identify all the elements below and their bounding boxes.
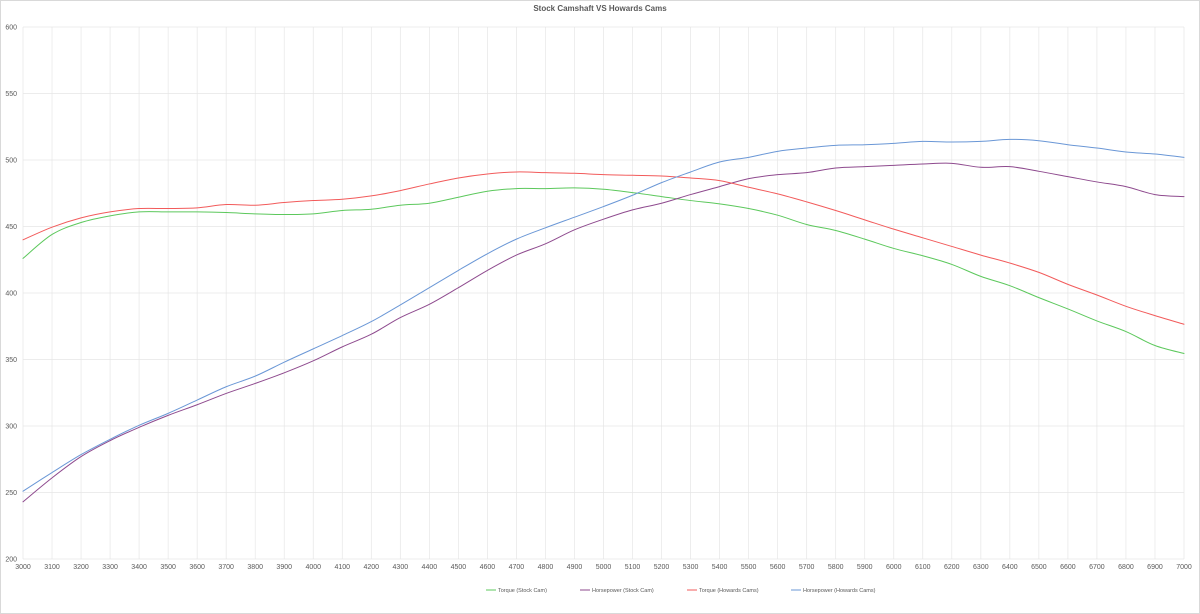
legend-item: Torque (Howards Cams) <box>687 588 759 594</box>
x-tick-label: 5300 <box>683 564 699 571</box>
y-tick-label: 300 <box>5 424 17 431</box>
x-tick-label: 6600 <box>1060 564 1076 571</box>
x-axis-ticks: 3000 3100 3200 3300 3400 3500 3600 3700 3800 3900… <box>15 564 1192 571</box>
x-tick-label: 6000 <box>886 564 902 571</box>
x-tick-label: 6900 <box>1147 564 1163 571</box>
legend-label: Torque (Stock Cam) <box>498 588 547 594</box>
x-tick-label: 6500 <box>1031 564 1047 571</box>
y-tick-label: 500 <box>5 158 17 165</box>
x-tick-label: 3000 <box>15 564 31 571</box>
grid <box>22 26 1185 560</box>
x-tick-label: 4200 <box>364 564 380 571</box>
x-tick-label: 6200 <box>944 564 960 571</box>
x-tick-label: 4800 <box>538 564 554 571</box>
x-tick-label: 4900 <box>567 564 583 571</box>
y-axis-ticks: 200 250 300 350 400 450 500 550 600 <box>5 25 17 564</box>
x-tick-label: 3700 <box>218 564 234 571</box>
legend-item: Torque (Stock Cam) <box>486 588 547 594</box>
x-tick-label: 6300 <box>973 564 989 571</box>
x-tick-label: 4400 <box>422 564 438 571</box>
x-tick-label: 5700 <box>799 564 815 571</box>
series-line-0 <box>22 187 1185 355</box>
x-tick-label: 5100 <box>625 564 641 571</box>
x-tick-label: 5900 <box>857 564 873 571</box>
series-line-2 <box>22 171 1185 325</box>
legend-item: Horsepower (Howards Cams) <box>791 588 876 594</box>
x-tick-label: 6100 <box>915 564 931 571</box>
x-tick-label: 5500 <box>741 564 757 571</box>
x-tick-label: 4600 <box>480 564 496 571</box>
x-tick-label: 5000 <box>596 564 612 571</box>
x-tick-label: 6400 <box>1002 564 1018 571</box>
legend-label: Horsepower (Stock Cam) <box>592 588 654 594</box>
x-tick-label: 3100 <box>44 564 60 571</box>
x-tick-label: 5400 <box>712 564 728 571</box>
y-tick-label: 350 <box>5 357 17 364</box>
series-lines <box>22 138 1185 503</box>
y-tick-label: 450 <box>5 224 17 231</box>
legend-label: Horsepower (Howards Cams) <box>803 588 876 594</box>
x-tick-label: 5600 <box>770 564 786 571</box>
legend: Torque (Stock Cam) Horsepower (Stock Cam)… <box>486 588 876 594</box>
y-tick-label: 200 <box>5 557 17 564</box>
x-tick-label: 3300 <box>102 564 118 571</box>
x-tick-label: 3900 <box>276 564 292 571</box>
x-tick-label: 4300 <box>393 564 409 571</box>
y-tick-label: 550 <box>5 91 17 98</box>
series-line-1 <box>22 162 1185 503</box>
y-tick-label: 400 <box>5 291 17 298</box>
x-tick-label: 3200 <box>73 564 89 571</box>
x-tick-label: 3800 <box>247 564 263 571</box>
x-tick-label: 6800 <box>1118 564 1134 571</box>
x-tick-label: 3400 <box>131 564 147 571</box>
x-tick-label: 7000 <box>1176 564 1192 571</box>
x-tick-label: 5800 <box>828 564 844 571</box>
y-tick-label: 600 <box>5 25 17 32</box>
x-tick-label: 3600 <box>189 564 205 571</box>
x-tick-label: 6700 <box>1089 564 1105 571</box>
x-tick-label: 4000 <box>305 564 321 571</box>
x-tick-label: 5200 <box>654 564 670 571</box>
series-line-3 <box>22 138 1185 492</box>
y-tick-label: 250 <box>5 490 17 497</box>
legend-label: Torque (Howards Cams) <box>699 588 759 594</box>
x-tick-label: 4500 <box>451 564 467 571</box>
chart-title: Stock Camshaft VS Howards Cams <box>533 4 667 13</box>
legend-item: Horsepower (Stock Cam) <box>580 588 654 594</box>
x-tick-label: 3500 <box>160 564 176 571</box>
x-tick-label: 4700 <box>509 564 525 571</box>
x-tick-label: 4100 <box>334 564 350 571</box>
